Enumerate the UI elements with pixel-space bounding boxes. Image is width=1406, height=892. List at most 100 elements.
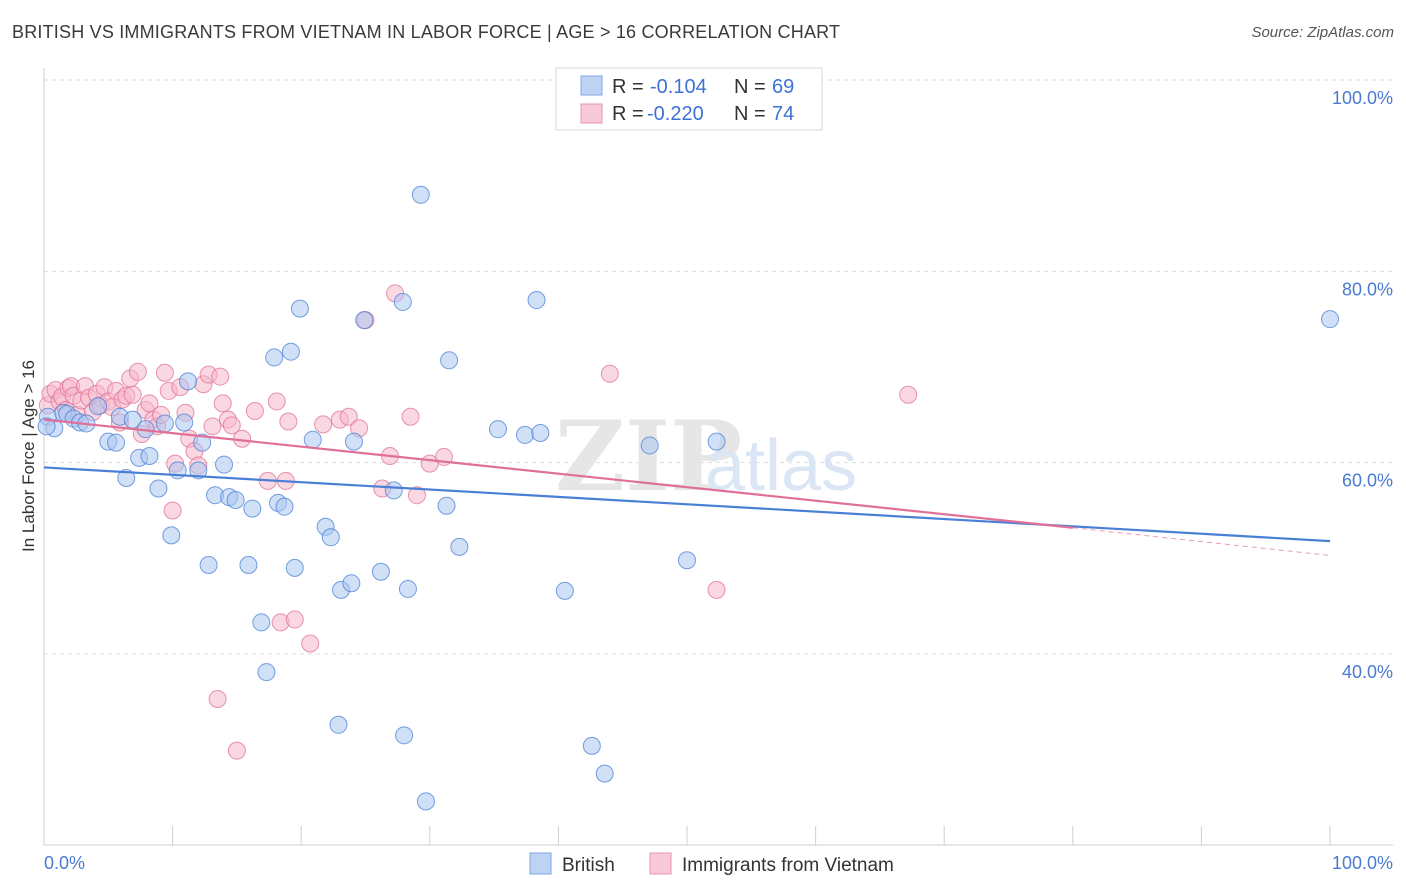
british-point-61 [555,581,574,600]
series-vietnam-points [38,284,918,760]
vietnam-point-45 [213,394,232,413]
british-point-23 [193,433,212,452]
legend-swatch-british [580,75,603,96]
british-point-51 [398,579,417,598]
vietnam-point-70 [707,580,726,599]
british-point-9 [107,433,126,452]
british-point-58 [515,425,534,444]
british-point-28 [226,490,245,509]
british-point-20 [175,413,194,432]
british-point-44 [342,574,361,593]
british-point-57 [488,420,507,439]
vietnam-trend-extension [1072,527,1331,556]
source-label: Source: ZipAtlas.com [1251,24,1394,41]
vietnam-point-24 [123,385,142,404]
legend-n-label-vietnam: N = [734,103,766,125]
legend-r-label-british: R = [612,76,644,98]
british-point-26 [215,455,234,474]
british-point-60 [531,424,550,443]
legend-r-value-vietnam: -0.220 [647,103,704,125]
legend-n-value-british: 69 [772,76,794,98]
legend-n-label-british: N = [734,76,766,98]
british-point-30 [243,499,262,518]
british-point-32 [257,663,276,682]
british-point-52 [411,185,430,204]
british-point-15 [140,446,159,465]
x-tick-label-max: 100.0% [1332,853,1393,873]
british-point-62 [582,736,601,755]
vietnam-point-52 [267,392,286,411]
y-tick-label-60: 60.0% [1342,471,1393,491]
british-point-45 [344,432,363,451]
british-point-29 [239,556,258,575]
british-point-55 [440,351,459,370]
bottom-legend-swatch-vietnam [649,852,672,875]
legend-box: R = -0.104 N = 69 R = -0.220 N = 74 [555,67,823,131]
british-point-65 [678,551,696,570]
vietnam-point-71 [899,385,918,404]
british-point-7 [89,397,108,416]
vietnam-point-59 [339,407,358,426]
vietnam-point-73 [314,415,333,434]
vietnam-point-56 [285,610,304,629]
vietnam-trend-line [43,418,1073,529]
british-point-21 [179,372,198,391]
british-point-48 [384,481,403,500]
vietnam-point-44 [208,689,227,708]
british-point-37 [285,558,304,577]
british-point-66 [707,432,726,451]
vietnam-point-47 [222,416,241,435]
vietnam-point-48 [227,741,246,760]
vietnam-point-50 [245,402,264,421]
british-point-31 [252,613,271,632]
vietnam-point-57 [301,634,320,653]
british-point-11 [117,468,136,487]
y-tick-labels: 40.0% 60.0% 80.0% 100.0% [1332,88,1393,682]
y-tick-label-40: 40.0% [1342,662,1393,682]
trend-lines [43,418,1331,556]
british-point-18 [162,526,181,545]
bottom-legend: British Immigrants from Vietnam [529,852,894,876]
watermark-atlas: atlas [705,426,857,506]
series-british-points [37,185,1339,811]
vietnam-point-32 [155,363,174,382]
british-point-35 [275,497,294,516]
british-point-33 [265,348,284,367]
bottom-legend-label-british: British [562,855,615,876]
british-point-53 [416,792,435,811]
vietnam-point-43 [203,417,222,436]
british-point-22 [189,461,208,480]
british-point-59 [527,291,546,310]
legend-n-value-vietnam: 74 [772,103,794,125]
british-point-17 [155,414,174,433]
vietnam-point-65 [401,407,420,426]
vietnam-point-25 [128,362,147,381]
vietnam-point-69 [600,364,619,383]
british-point-64 [640,436,659,455]
british-point-46 [355,311,374,330]
british-point-41 [321,528,340,547]
vietnam-point-34 [163,501,182,520]
bottom-legend-swatch-british [529,852,552,875]
british-point-24 [199,556,218,575]
british-point-49 [393,292,412,311]
axes [43,68,1393,846]
british-point-54 [437,496,456,515]
british-point-38 [290,299,309,318]
british-point-56 [450,537,469,556]
x-tick-label-min: 0.0% [44,853,85,873]
vietnam-point-66 [407,486,426,505]
british-point-50 [395,726,414,745]
legend-r-label-vietnam: R = [612,103,644,125]
vietnam-point-72 [211,367,230,386]
british-trend-line [43,466,1331,543]
legend-r-value-british: -0.104 [650,76,707,98]
vietnam-point-55 [279,412,298,431]
british-point-68 [37,417,56,436]
y-axis-title: In Labor Force | Age > 16 [19,360,38,552]
british-point-42 [329,715,348,734]
chart-title: BRITISH VS IMMIGRANTS FROM VIETNAM IN LA… [12,22,841,42]
y-tick-label-100: 100.0% [1332,88,1393,108]
watermark-zip: ZIP [555,400,742,513]
